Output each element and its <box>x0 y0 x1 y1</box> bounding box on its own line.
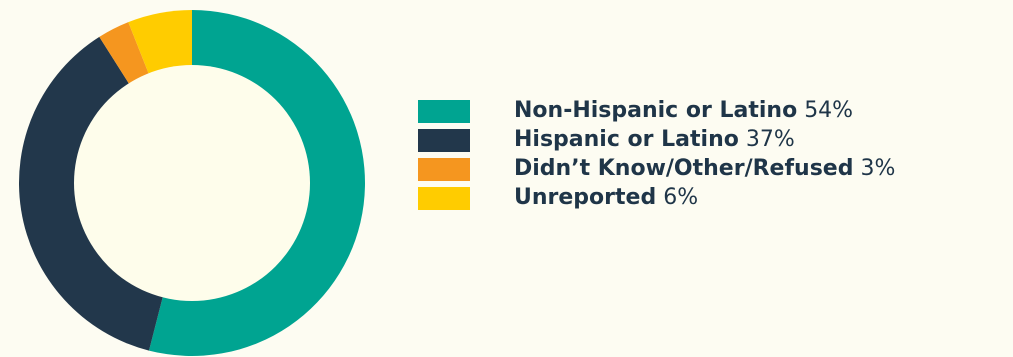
legend-text-non-hispanic: Non-Hispanic or Latino 54% <box>514 97 853 125</box>
legend-text-unreported: Unreported 6% <box>514 184 698 212</box>
legend-text-didnt-know: Didn’t Know/Other/Refused 3% <box>514 155 895 183</box>
donut-chart <box>19 10 366 356</box>
legend-value-non-hispanic: 54% <box>804 98 854 123</box>
legend: Non-Hispanic or Latino 54% Hispanic or L… <box>418 97 1013 213</box>
legend-value-unreported: 6% <box>663 185 699 210</box>
legend-label-didnt-know: Didn’t Know/Other/Refused <box>514 156 854 181</box>
legend-label-non-hispanic: Non-Hispanic or Latino <box>514 98 798 123</box>
legend-item-didnt-know: Didn’t Know/Other/Refused 3% <box>418 155 1013 183</box>
legend-item-hispanic: Hispanic or Latino 37% <box>418 126 1013 154</box>
legend-text-hispanic: Hispanic or Latino 37% <box>514 126 795 154</box>
legend-item-non-hispanic: Non-Hispanic or Latino 54% <box>418 97 1013 125</box>
legend-swatch-non-hispanic <box>418 100 470 123</box>
legend-swatch-hispanic <box>418 129 470 152</box>
legend-value-hispanic: 37% <box>745 127 795 152</box>
legend-label-hispanic: Hispanic or Latino <box>514 127 739 152</box>
legend-value-didnt-know: 3% <box>860 156 896 181</box>
legend-swatch-unreported <box>418 187 470 210</box>
legend-label-unreported: Unreported <box>514 185 657 210</box>
donut-hole <box>74 65 310 301</box>
legend-item-unreported: Unreported 6% <box>418 184 1013 212</box>
legend-swatch-didnt-know <box>418 158 470 181</box>
